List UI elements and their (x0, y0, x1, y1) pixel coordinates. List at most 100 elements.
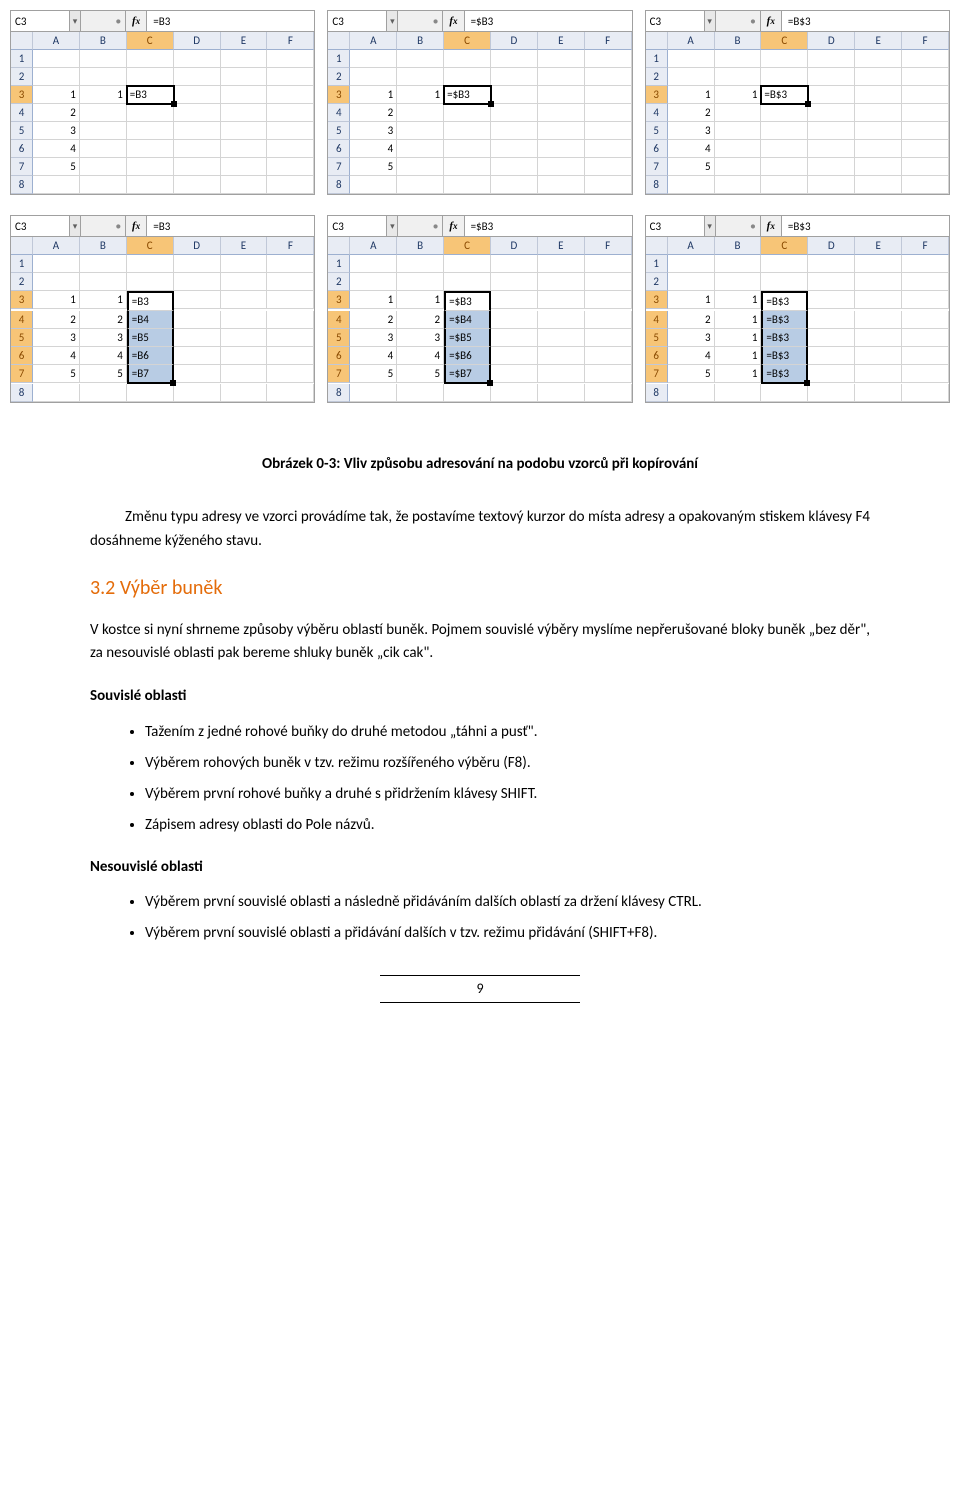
column-header[interactable]: E (538, 237, 585, 255)
row-header[interactable]: 8 (11, 176, 33, 194)
cell[interactable] (538, 86, 585, 104)
cell[interactable] (902, 176, 949, 194)
cell[interactable] (491, 176, 538, 194)
column-header[interactable]: A (350, 32, 397, 50)
cell[interactable] (902, 68, 949, 86)
cell[interactable] (267, 347, 314, 365)
cell[interactable] (174, 255, 221, 273)
cell[interactable] (127, 140, 174, 158)
cell[interactable] (127, 50, 174, 68)
cell[interactable] (855, 311, 902, 329)
cell[interactable]: 5 (668, 158, 715, 176)
cell[interactable] (902, 273, 949, 291)
row-header[interactable]: 8 (328, 176, 350, 194)
cell[interactable] (761, 255, 808, 273)
cell[interactable]: 4 (350, 347, 397, 365)
cell[interactable] (808, 86, 855, 104)
cell[interactable] (808, 122, 855, 140)
row-header[interactable]: 8 (646, 176, 668, 194)
cell[interactable] (808, 311, 855, 329)
cell[interactable]: 4 (668, 347, 715, 365)
column-header[interactable]: B (397, 32, 444, 50)
cell[interactable] (538, 140, 585, 158)
cell[interactable] (267, 384, 314, 402)
cell[interactable] (267, 140, 314, 158)
cell[interactable] (491, 86, 538, 104)
cell[interactable] (538, 68, 585, 86)
cell[interactable] (808, 176, 855, 194)
row-header[interactable]: 3 (646, 86, 668, 104)
cell[interactable] (855, 50, 902, 68)
cell[interactable] (855, 384, 902, 402)
cell[interactable] (902, 347, 949, 365)
cell[interactable] (538, 365, 585, 383)
cell[interactable] (585, 329, 632, 347)
cell[interactable] (855, 291, 902, 309)
row-header[interactable]: 2 (646, 68, 668, 86)
cell[interactable]: 5 (397, 365, 444, 383)
cell[interactable] (221, 329, 268, 347)
cell[interactable] (585, 176, 632, 194)
cell[interactable] (538, 347, 585, 365)
column-header[interactable]: A (668, 237, 715, 255)
cell[interactable] (397, 176, 444, 194)
cell[interactable] (855, 273, 902, 291)
cell[interactable] (715, 104, 762, 122)
cell[interactable] (174, 347, 221, 365)
column-header[interactable]: C (127, 32, 174, 50)
cell[interactable]: =B$3 (761, 311, 808, 329)
cell[interactable] (444, 176, 491, 194)
cell[interactable] (808, 140, 855, 158)
column-header[interactable]: A (33, 237, 80, 255)
cell[interactable] (444, 104, 491, 122)
row-header[interactable]: 5 (646, 329, 668, 347)
cell[interactable] (585, 158, 632, 176)
cell[interactable] (538, 122, 585, 140)
cell[interactable] (174, 50, 221, 68)
cell[interactable] (221, 104, 268, 122)
cell[interactable]: 1 (397, 291, 444, 309)
cell[interactable] (491, 273, 538, 291)
row-header[interactable]: 1 (646, 255, 668, 273)
cell[interactable] (715, 255, 762, 273)
cell[interactable] (808, 68, 855, 86)
cell[interactable] (397, 68, 444, 86)
cell[interactable] (491, 311, 538, 329)
cell[interactable] (350, 273, 397, 291)
cell[interactable] (715, 384, 762, 402)
formula-input[interactable]: =B$3 (782, 11, 949, 31)
cell[interactable] (902, 291, 949, 309)
row-header[interactable]: 5 (11, 329, 33, 347)
cell[interactable]: 3 (80, 329, 127, 347)
row-header[interactable]: 1 (328, 255, 350, 273)
cell[interactable] (80, 158, 127, 176)
cell[interactable]: 2 (80, 311, 127, 329)
cell[interactable] (267, 273, 314, 291)
name-box[interactable]: C3 (11, 216, 70, 236)
column-header[interactable]: B (80, 32, 127, 50)
cell[interactable] (444, 122, 491, 140)
row-header[interactable]: 5 (328, 329, 350, 347)
cell[interactable] (808, 158, 855, 176)
cell[interactable]: =$B6 (444, 347, 491, 365)
cell[interactable] (33, 273, 80, 291)
cell[interactable] (397, 140, 444, 158)
cell[interactable] (267, 311, 314, 329)
column-header[interactable]: B (80, 237, 127, 255)
select-all-corner[interactable] (11, 237, 33, 255)
cell[interactable] (221, 291, 268, 309)
cell[interactable] (668, 50, 715, 68)
column-header[interactable]: E (855, 237, 902, 255)
cell[interactable] (902, 255, 949, 273)
cell[interactable] (80, 68, 127, 86)
cell[interactable]: 5 (33, 365, 80, 383)
cell[interactable] (491, 104, 538, 122)
row-header[interactable]: 6 (328, 347, 350, 365)
cell[interactable]: 3 (668, 122, 715, 140)
cell[interactable] (491, 255, 538, 273)
column-header[interactable]: D (808, 237, 855, 255)
column-header[interactable]: E (221, 32, 268, 50)
cell[interactable] (444, 140, 491, 158)
cell[interactable] (668, 255, 715, 273)
cell[interactable] (855, 347, 902, 365)
